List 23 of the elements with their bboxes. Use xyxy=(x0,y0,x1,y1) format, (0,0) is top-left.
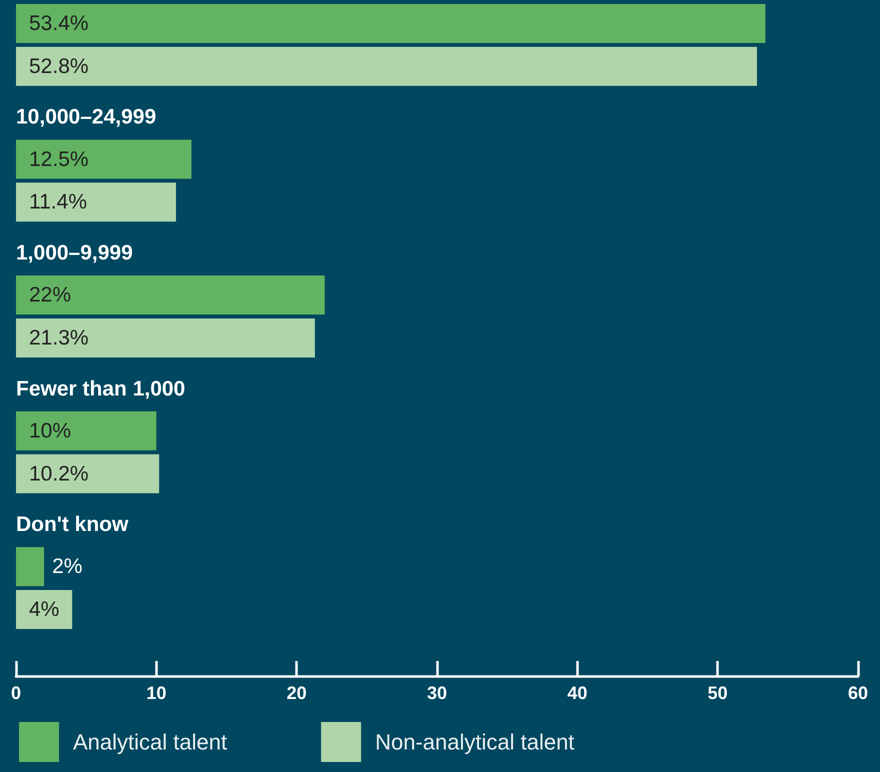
data-label: 10% xyxy=(29,419,72,442)
x-tick-label: 60 xyxy=(848,683,868,703)
data-label: 10.2% xyxy=(29,462,89,486)
x-tick-label: 30 xyxy=(426,683,448,703)
data-label: 21.3% xyxy=(29,326,89,350)
x-tick-label: 50 xyxy=(708,683,728,703)
legend-label: Non-analytical talent xyxy=(375,730,574,754)
data-label: 22% xyxy=(29,284,72,307)
data-label: 12.5% xyxy=(29,148,89,171)
y-tick-label: 10,000–24,999 xyxy=(16,106,156,129)
data-label: 52.8% xyxy=(29,54,89,78)
x-tick-label: 10 xyxy=(146,683,166,703)
y-tick-label: Fewer than 1,000 xyxy=(16,377,186,400)
data-label: 4% xyxy=(29,598,60,622)
data-label: 2% xyxy=(52,555,82,578)
x-tick-label: 0 xyxy=(10,683,22,703)
x-tick-label: 40 xyxy=(567,683,588,703)
y-tick-label: Don't know xyxy=(16,513,129,536)
legend-label: Analytical talent xyxy=(73,730,228,754)
y-tick-label: 1,000–9,999 xyxy=(16,242,133,264)
data-label: 53.4% xyxy=(29,12,89,35)
data-label: 11.4% xyxy=(29,190,87,214)
x-tick-label: 20 xyxy=(286,683,307,703)
